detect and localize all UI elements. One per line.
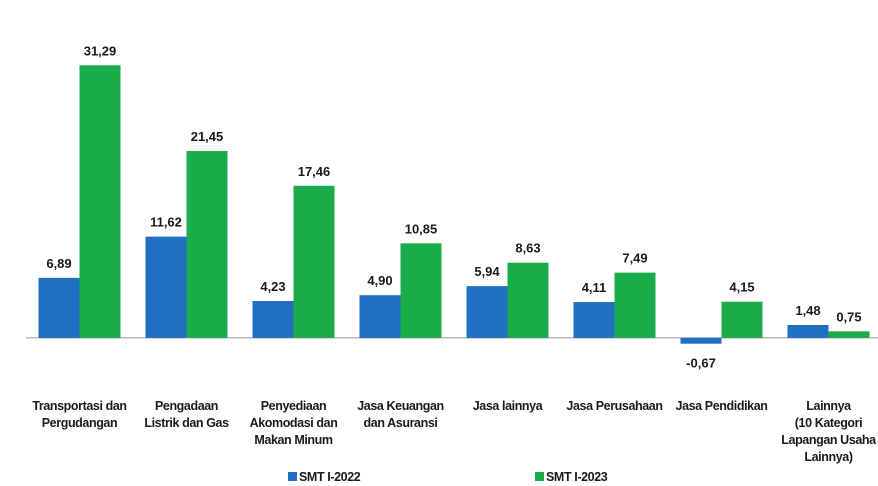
- label-line: Jasa Keuangan: [357, 399, 444, 413]
- x-tick-label: Penyediaan Akomodasi dan Makan Minum: [250, 399, 338, 447]
- legend-label: SMT I-2022: [299, 470, 361, 484]
- bar: [614, 272, 656, 338]
- data-label: 4,15: [729, 280, 754, 295]
- bar: [573, 302, 615, 338]
- label-line: Lainnya): [804, 450, 852, 464]
- bar: [721, 301, 763, 338]
- label-line: Pengadaan: [155, 399, 218, 413]
- label-line: Makan Minum: [254, 433, 333, 447]
- data-label: 4,90: [367, 273, 392, 288]
- bar: [680, 337, 722, 344]
- data-label: -0,67: [686, 356, 716, 371]
- data-label: 1,48: [795, 303, 820, 318]
- bar: [828, 331, 870, 338]
- label-line: Jasa lainnya: [473, 399, 544, 413]
- legend-swatch: [535, 472, 544, 481]
- data-label: 6,89: [46, 256, 71, 271]
- bar: [293, 185, 335, 338]
- data-label: 4,11: [582, 280, 607, 295]
- bar: [359, 295, 401, 338]
- label-line: (10 Kategori: [795, 416, 862, 430]
- x-tick-label: Lainnya (10 Kategori Lapangan Usaha Lainnya…: [781, 399, 877, 464]
- bar: [145, 236, 187, 338]
- bar: [787, 324, 829, 338]
- bar: [507, 262, 549, 338]
- data-label: 17,46: [298, 164, 331, 179]
- label-line: Jasa Perusahaan: [566, 399, 662, 413]
- data-label: 8,63: [515, 241, 540, 256]
- bar: [186, 151, 228, 338]
- x-tick-label: Transportasi dan Pergudangan: [32, 399, 126, 430]
- bar: [466, 286, 508, 338]
- data-label: 10,85: [405, 221, 438, 236]
- bar: [400, 243, 442, 338]
- label-line: Jasa Pendidikan: [676, 399, 768, 413]
- label-line: Akomodasi dan: [250, 416, 338, 430]
- data-label: 21,45: [191, 129, 224, 144]
- bar: [252, 301, 294, 338]
- bar: [79, 65, 121, 338]
- data-label: 31,29: [84, 43, 117, 58]
- label-line: Lapangan Usaha: [781, 433, 877, 447]
- x-tick-label: Jasa Pendidikan: [676, 399, 768, 413]
- legend-swatch: [288, 472, 297, 481]
- x-tick-label: Pengadaan Listrik dan Gas: [144, 399, 229, 430]
- x-tick-label: Jasa Keuangan dan Asuransi: [357, 399, 444, 430]
- bar: [38, 277, 80, 338]
- label-line: Penyediaan: [261, 399, 326, 413]
- data-label: 11,62: [150, 215, 182, 230]
- label-line: Listrik dan Gas: [144, 416, 229, 430]
- data-label: 7,49: [622, 251, 647, 266]
- data-label: 0,75: [836, 309, 861, 324]
- x-tick-label: Jasa lainnya: [473, 399, 544, 413]
- data-label: 4,23: [260, 279, 285, 294]
- x-tick-label: Jasa Perusahaan: [566, 399, 662, 413]
- label-line: Transportasi dan: [32, 399, 126, 413]
- label-line: dan Asuransi: [364, 416, 438, 430]
- legend-label: SMT I-2023: [546, 470, 608, 484]
- label-line: Pergudangan: [42, 416, 117, 430]
- label-line: Lainnya: [806, 399, 852, 413]
- data-label: 5,94: [474, 264, 500, 279]
